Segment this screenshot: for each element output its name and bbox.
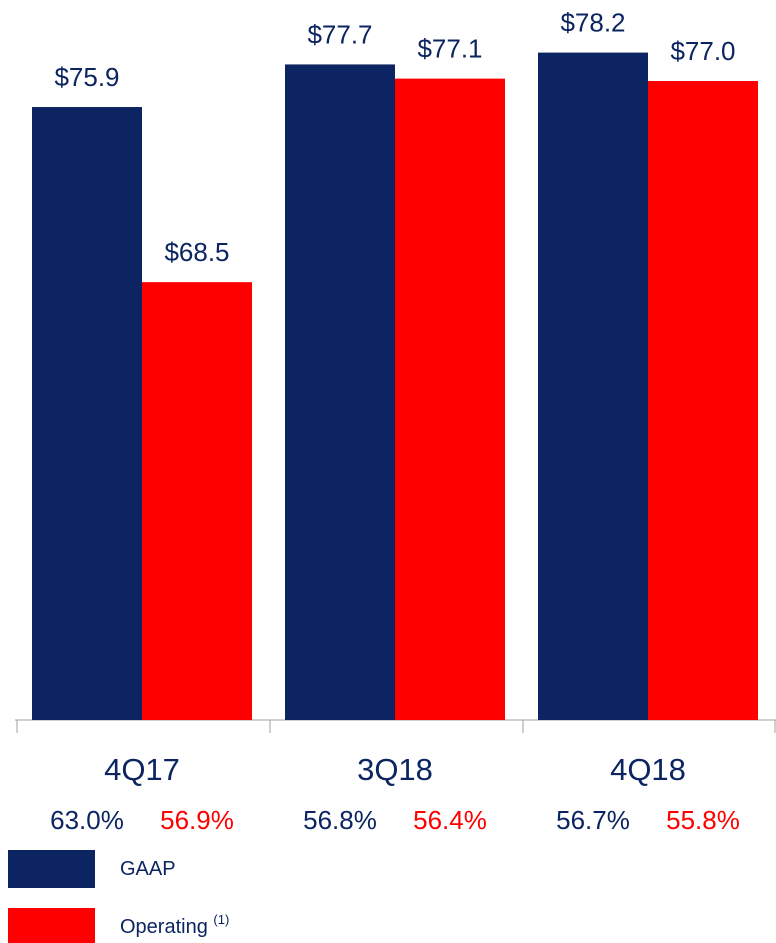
ratio-label: 56.4% — [413, 805, 487, 835]
x-tick-label: 4Q18 — [610, 752, 686, 787]
ratio-label: 56.9% — [160, 805, 234, 835]
legend-swatch — [8, 908, 95, 943]
legend-name: Operating — [120, 916, 208, 938]
bar — [32, 107, 142, 721]
legend-note: (1) — [213, 912, 229, 927]
x-tick-label: 4Q17 — [104, 752, 180, 787]
bar — [538, 52, 648, 721]
bar — [142, 282, 252, 720]
value-label: $75.9 — [54, 62, 119, 92]
legend-swatch — [8, 850, 95, 888]
legend-label: Operating (1) — [120, 912, 229, 938]
x-tick-label: 3Q18 — [357, 752, 433, 787]
value-label: $78.2 — [560, 7, 625, 37]
bar — [648, 81, 758, 720]
ratio-label: 55.8% — [666, 805, 740, 835]
value-label: $77.0 — [670, 36, 735, 66]
legend-name: GAAP — [120, 858, 176, 880]
legend-label: GAAP — [120, 858, 176, 880]
bar — [285, 64, 395, 720]
ratio-label: 56.7% — [556, 805, 630, 835]
value-label: $77.1 — [417, 34, 482, 64]
ratio-label: 63.0% — [50, 805, 124, 835]
bar — [395, 78, 505, 721]
value-label: $68.5 — [164, 237, 229, 267]
value-label: $77.7 — [307, 19, 372, 49]
ratio-label: 56.8% — [303, 805, 377, 835]
